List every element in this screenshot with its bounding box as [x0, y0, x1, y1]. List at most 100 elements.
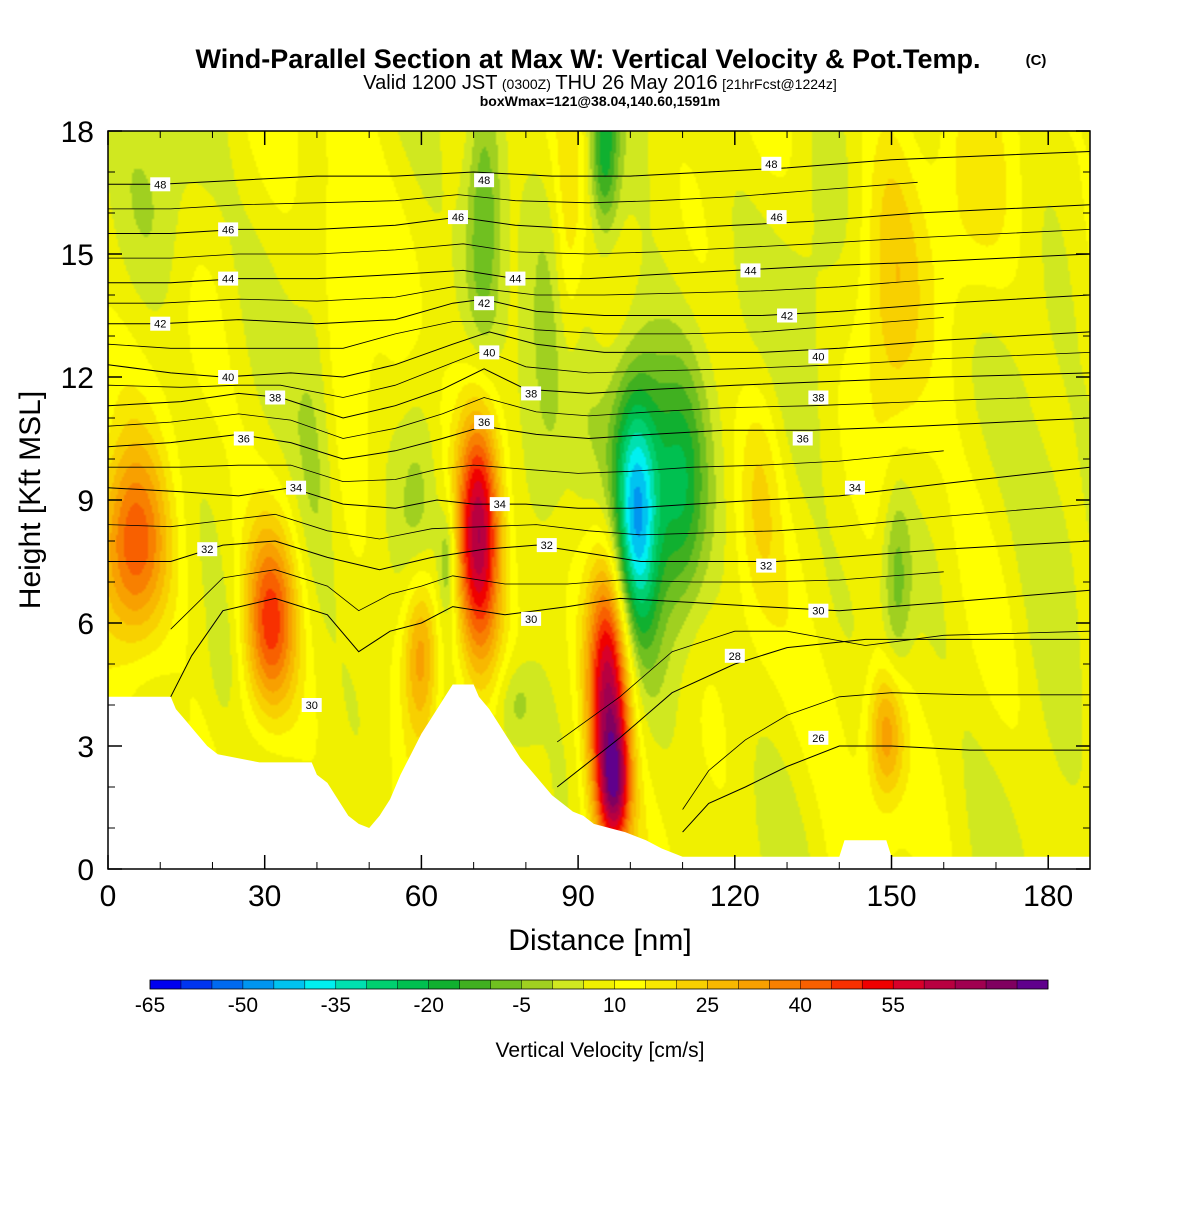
colorbar-swatch — [211, 980, 244, 989]
contour-label: 40 — [483, 347, 495, 359]
theta-contour-30 — [170, 589, 1090, 698]
contour-label: 46 — [452, 212, 464, 224]
colorbar-swatch — [428, 980, 461, 989]
contour-label-bg — [777, 308, 798, 323]
contour-label: 44 — [509, 274, 521, 286]
contour-label: 42 — [154, 319, 166, 331]
contour-label: 30 — [525, 614, 537, 626]
colorbar-tick-label: -35 — [321, 994, 351, 1017]
contour-label-bg — [474, 415, 495, 430]
colorbar-tick-label: 10 — [603, 994, 626, 1017]
contour-label: 32 — [760, 561, 772, 573]
theta-contour-minor — [108, 317, 944, 349]
contour-label-bg — [521, 386, 542, 401]
contour-label: 38 — [269, 393, 281, 405]
theta-contour-minor — [108, 450, 944, 483]
theta-contour-labels: 48 48 48 46 46 46 44 44 44 42 42 42 40 40 40 38 38 38 36 36… — [150, 156, 865, 745]
colorbar-swatch — [924, 980, 956, 989]
y-tick-label: 18 — [61, 116, 94, 149]
x-axis-label: Distance [nm] — [508, 924, 691, 957]
y-tick-label: 0 — [77, 854, 94, 887]
contour-label-bg — [286, 480, 307, 495]
colorbar-tick-label: 55 — [882, 994, 905, 1017]
contour-label: 36 — [797, 434, 809, 446]
contour-label: 34 — [494, 499, 506, 511]
theta-contour-minor — [170, 569, 944, 630]
theta-contour-minor — [108, 181, 918, 210]
contour-label-bg — [489, 497, 510, 512]
colorbar-swatch — [1017, 980, 1049, 989]
contour-label: 38 — [812, 393, 824, 405]
theta-contour-minor — [108, 278, 944, 304]
colorbar-tick-label: -20 — [414, 994, 444, 1017]
contour-label-bg — [536, 538, 557, 553]
contour-label-bg — [265, 390, 286, 405]
contour-label-bg — [301, 698, 322, 712]
valid-prefix: Valid 1200 JST — [363, 72, 497, 94]
contour-label: 48 — [154, 179, 166, 191]
box-info: boxWmax=121@38.04,140.60,1591m — [480, 93, 721, 109]
contour-label-bg — [197, 542, 218, 557]
colorbar-swatch — [273, 980, 306, 989]
contour-label: 44 — [222, 274, 234, 286]
contour-label-bg — [218, 370, 239, 384]
colorbar-tick-label: 25 — [696, 994, 719, 1017]
contour-label-bg — [447, 210, 468, 225]
contour-label: 40 — [222, 372, 234, 384]
theta-contour-minor — [682, 692, 1090, 810]
colorbar-swatch — [521, 980, 553, 989]
contour-label-bg — [808, 390, 829, 405]
valid-date: THU 26 May 2016 — [555, 72, 717, 94]
contour-label-bg — [808, 730, 829, 745]
contour-label: 46 — [222, 224, 234, 236]
colorbar: -65 -50 -35 -20 -5 10 25 40 55 — [135, 979, 1049, 1017]
y-axis-label: Height [Kft MSL] — [14, 391, 47, 609]
contour-label: 36 — [478, 417, 490, 429]
y-tick-label: 6 — [77, 608, 94, 641]
colorbar-swatch — [366, 980, 399, 989]
contour-label: 36 — [238, 434, 250, 446]
terrain-mask — [108, 684, 1090, 869]
contour-label-bg — [792, 431, 813, 446]
theta-contour-minor — [108, 503, 1090, 540]
colorbar-swatch — [800, 980, 832, 989]
y-tick-label: 9 — [77, 485, 94, 518]
contour-label: 30 — [306, 700, 318, 712]
colorbar-swatch — [150, 980, 182, 989]
theta-contour-48 — [108, 151, 1090, 185]
chart-title: Wind-Parallel Section at Max W: Vertical… — [196, 44, 981, 74]
copyright-mark: (C) — [1026, 52, 1047, 69]
contour-label-bg — [808, 603, 829, 618]
x-tick-label: 0 — [100, 880, 117, 913]
contour-label-bg — [474, 296, 495, 311]
contour-label-bg — [766, 210, 787, 225]
colorbar-swatch — [955, 980, 987, 989]
colorbar-swatch — [242, 980, 275, 989]
terrain-fill — [108, 684, 1090, 869]
y-tick-label: 3 — [77, 731, 94, 764]
contour-label: 34 — [290, 483, 302, 495]
contour-label: 34 — [849, 483, 861, 495]
colorbar-swatch — [831, 980, 863, 989]
colorbar-swatch — [180, 980, 213, 989]
contour-label-bg — [844, 480, 865, 495]
theta-contour-32 — [108, 540, 1090, 571]
contour-label-bg — [218, 222, 239, 237]
colorbar-swatch — [676, 980, 708, 989]
contour-label: 32 — [201, 544, 213, 556]
contour-label-bg — [474, 173, 495, 188]
colorbar-tick-label: -5 — [512, 994, 531, 1017]
colorbar-swatch — [769, 980, 801, 989]
colorbar-swatch — [738, 980, 770, 989]
y-tick-label: 15 — [61, 239, 94, 272]
colorbar-swatch — [893, 980, 925, 989]
contour-label-bg — [740, 263, 761, 278]
colorbar-swatch — [583, 980, 615, 989]
contour-label: 44 — [744, 265, 756, 277]
contour-label-bg — [479, 345, 500, 360]
contour-label: 30 — [812, 606, 824, 618]
theta-contour-minor — [556, 630, 1090, 743]
contour-label-bg — [505, 271, 526, 286]
